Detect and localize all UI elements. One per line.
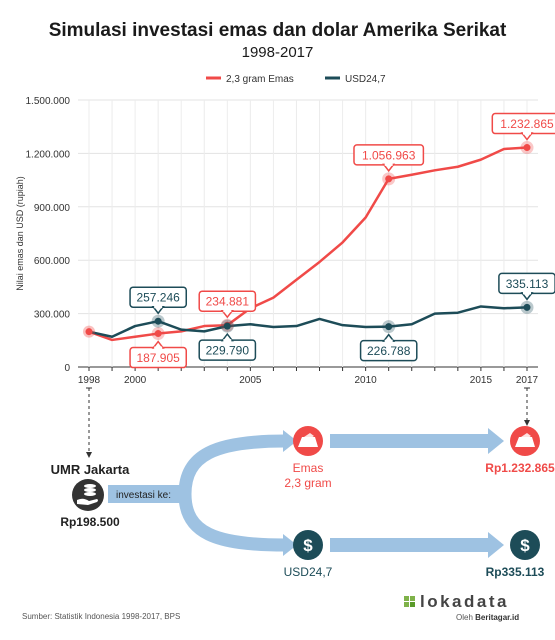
x-tick-label: 1998 — [78, 375, 101, 386]
data-label-pointer-mask — [223, 309, 232, 313]
legend-label-1: USD24,7 — [345, 74, 386, 85]
y-tick-label: 1.200.000 — [26, 149, 71, 160]
data-point — [223, 322, 231, 330]
y-tick-label: 900.000 — [34, 203, 71, 214]
data-label: 257.246 — [136, 291, 180, 305]
data-point — [385, 175, 393, 183]
x-tick-label: 2015 — [470, 375, 493, 386]
y-tick-label: 1.500.000 — [26, 96, 71, 107]
flow-arrow-lower — [178, 493, 286, 552]
data-point — [523, 303, 531, 311]
data-point — [523, 144, 531, 152]
start-marker — [85, 328, 93, 336]
data-point — [154, 330, 162, 338]
invest-band — [108, 485, 188, 503]
dollar-end-icon: $ — [510, 530, 540, 560]
data-label: 234.881 — [206, 295, 250, 309]
grid — [78, 99, 538, 368]
annotations: 187.905 234.881 1.056.963 1.232.865 257.246 2… — [129, 112, 555, 369]
chart-title: Simulasi investasi emas dan dolar Amerik… — [48, 20, 507, 41]
data-label-pointer-mask — [223, 339, 232, 343]
svg-text:$: $ — [520, 536, 530, 555]
flow-arrowhead-usd — [488, 532, 504, 558]
x-tick-label: 2000 — [124, 375, 147, 386]
data-point — [385, 323, 393, 331]
flow-usd-end: Rp335.113 — [486, 565, 545, 579]
brand-byline: Oleh Beritagar.id — [456, 613, 519, 622]
flow-arrow-gold — [330, 434, 490, 448]
x-tick-label: 2017 — [516, 375, 539, 386]
flow-arrow-usd — [330, 538, 490, 552]
data-label-pointer-mask — [154, 346, 163, 350]
x-tick-label: 2010 — [355, 375, 378, 386]
flow-arrow-upper — [178, 434, 286, 495]
data-label: 1.056.963 — [362, 148, 416, 162]
data-label: 1.232.865 — [500, 117, 554, 131]
legend: 2,3 gram Emas USD24,7 — [206, 74, 386, 85]
data-label: 226.788 — [367, 344, 411, 358]
data-label-pointer-mask — [384, 162, 393, 166]
flow-gold-label: Emas — [293, 461, 324, 475]
data-label: 187.905 — [136, 351, 180, 365]
flow-start-label: UMR Jakarta — [51, 462, 131, 477]
data-label: 229.790 — [206, 344, 250, 358]
gold-bar-icon — [293, 426, 323, 456]
y-tick-label: 600.000 — [34, 256, 71, 267]
chart-subtitle: 1998-2017 — [241, 44, 314, 61]
series-line-0 — [88, 146, 528, 342]
flow-arrowhead-lower — [283, 534, 297, 556]
svg-text:$: $ — [303, 536, 313, 555]
gold-bar-end-icon — [510, 426, 540, 456]
y-tick-label: 0 — [64, 363, 70, 374]
series-lines — [83, 146, 528, 342]
flow-invest-label: investasi ke: — [116, 490, 171, 501]
data-label-pointer-mask — [154, 305, 163, 309]
brand-by: Beritagar.id — [475, 613, 520, 622]
flow-diagram: $ $ UMR Jakarta Rp198.500 investasi ke: … — [51, 387, 555, 579]
legend-label-0: 2,3 gram Emas — [226, 74, 294, 85]
flow-arrowhead-gold — [488, 428, 504, 454]
data-point — [154, 317, 162, 325]
dollar-icon: $ — [293, 530, 323, 560]
series-line-1 — [88, 305, 528, 338]
data-label-pointer-mask — [384, 339, 393, 343]
flow-usd-label: USD24,7 — [284, 565, 333, 579]
brand-prefix: Oleh — [456, 613, 476, 622]
x-tick-label: 2005 — [239, 375, 262, 386]
flow-gold-amount: 2,3 gram — [284, 476, 331, 490]
brand-logo-text: lokadata — [420, 592, 509, 611]
flow-start-value: Rp198.500 — [60, 515, 120, 529]
source-note: Sumber: Statistik Indonesia 1998-2017, B… — [22, 612, 181, 621]
data-label: 335.113 — [506, 277, 549, 291]
data-label-pointer-mask — [523, 291, 531, 295]
data-label-pointer-mask — [523, 131, 531, 135]
y-axis-label: Nilai emas dan USD (rupiah) — [15, 176, 25, 291]
flow-arrowhead-upper — [283, 430, 297, 452]
y-tick-label: 300.000 — [34, 310, 71, 321]
coin-stack-icon — [72, 479, 104, 511]
axes: 1.500.000 1.200.000 900.000 600.000 300.000 0… — [15, 96, 539, 386]
flow-gold-end: Rp1.232.865 — [485, 461, 555, 475]
lokadata-logo-icon — [404, 596, 415, 607]
